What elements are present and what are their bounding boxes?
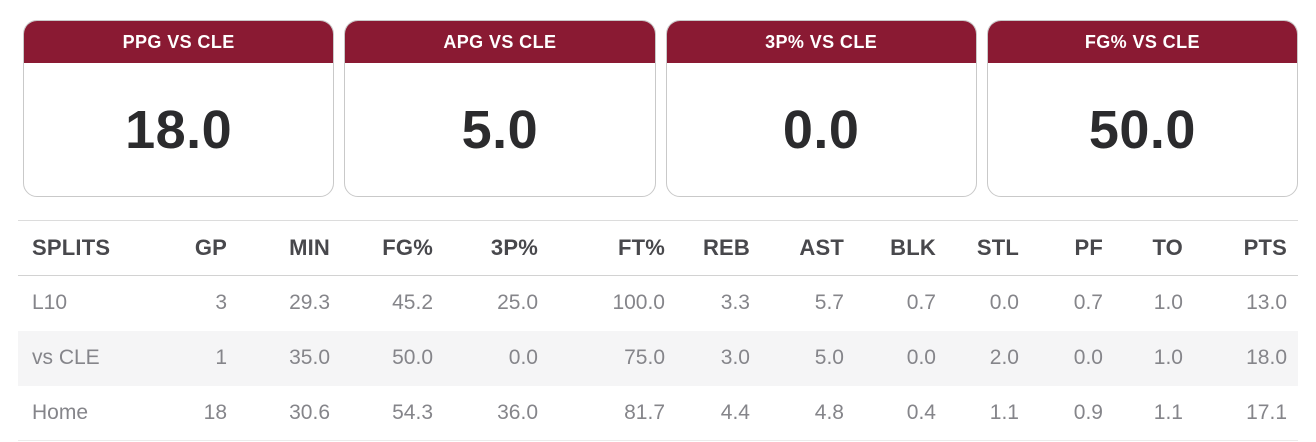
- column-header-pf: PF: [1019, 220, 1103, 276]
- stat-cell: 2.0: [989, 346, 1019, 369]
- stat-card-title: PPG VS CLE: [122, 31, 235, 52]
- column-header-splits: SPLITS: [18, 220, 162, 276]
- row-label: L10: [32, 291, 68, 315]
- stat-cell: 0.0: [508, 346, 538, 369]
- table-row-home: Home 18 30.6 54.3 36.0 81.7 4.4 4.8 0.4 …: [18, 385, 1298, 441]
- stat-card-header: PPG VS CLE: [24, 21, 334, 63]
- stat-card-header: FG% VS CLE: [987, 21, 1297, 63]
- stat-cell: 30.6: [227, 385, 330, 441]
- stat-cell: 13.0: [1246, 291, 1287, 315]
- stat-cell: 1: [215, 346, 227, 369]
- stat-cell: 17.1: [1183, 385, 1298, 441]
- stat-cell: 54.3: [330, 385, 433, 441]
- stat-cell: 18.0: [1246, 346, 1287, 369]
- column-header-to: TO: [1103, 220, 1183, 276]
- stat-card-header: 3P% VS CLE: [666, 21, 976, 63]
- stat-cell: 100.0: [612, 291, 665, 315]
- splits-table: SPLITS GP MIN FG% 3P% FT% REB AST BLK ST…: [18, 220, 1298, 441]
- stat-cell: 3.0: [720, 346, 750, 369]
- stat-cell: 0.4: [844, 385, 936, 441]
- stat-cell: 4.8: [750, 385, 844, 441]
- stat-card-title: 3P% VS CLE: [765, 31, 878, 52]
- stat-card-3pct: 3P% VS CLE 0.0: [665, 20, 977, 197]
- header-row: SPLITS GP MIN FG% 3P% FT% REB AST BLK ST…: [18, 220, 1298, 276]
- stat-cell: 1.0: [1153, 291, 1183, 315]
- stat-card-header: APG VS CLE: [345, 21, 655, 63]
- table-row-l10: L10 3 29.3 45.2 25.0 100.0 3.3 5.7 0.7 0…: [18, 276, 1298, 331]
- stat-card-value: 18.0: [125, 99, 233, 160]
- stat-cell: 36.0: [433, 385, 538, 441]
- stat-cell: 29.3: [289, 291, 330, 315]
- column-header-3ppct: 3P%: [433, 220, 538, 276]
- stat-cell: 4.4: [665, 385, 750, 441]
- column-header-reb: REB: [665, 220, 750, 276]
- row-label: Home: [18, 385, 162, 441]
- stat-cell: 18: [162, 385, 227, 441]
- column-header-ftpct: FT%: [538, 220, 665, 276]
- splits-table-container: SPLITS GP MIN FG% 3P% FT% REB AST BLK ST…: [18, 220, 1298, 441]
- stat-cell: 1.1: [1103, 385, 1183, 441]
- stat-cell: 35.0: [289, 346, 330, 369]
- stat-cell: 45.2: [392, 291, 433, 315]
- column-header-stl: STL: [936, 220, 1019, 276]
- stat-card-value: 5.0: [461, 99, 539, 160]
- stat-cell: 5.0: [814, 346, 844, 369]
- stat-cell: 0.0: [906, 346, 936, 369]
- stat-card-value: 50.0: [1088, 99, 1196, 160]
- stat-cell: 3: [215, 291, 227, 315]
- column-header-gp: GP: [162, 220, 227, 276]
- stat-cell: 0.7: [906, 291, 936, 315]
- column-header-fgpct: FG%: [330, 220, 433, 276]
- column-header-ast: AST: [750, 220, 844, 276]
- stat-cell: 0.9: [1019, 385, 1103, 441]
- stat-card-value: 0.0: [782, 99, 860, 160]
- stat-cell: 3.3: [720, 291, 750, 315]
- row-label: vs CLE: [32, 346, 100, 369]
- stat-cell: 1.1: [936, 385, 1019, 441]
- stat-card-title: FG% VS CLE: [1084, 31, 1200, 52]
- stat-cell: 5.7: [814, 291, 844, 315]
- stat-cell: 75.0: [624, 346, 665, 369]
- column-header-pts: PTS: [1183, 220, 1298, 276]
- stat-cell: 1.0: [1153, 346, 1183, 369]
- splits-table-header: SPLITS GP MIN FG% 3P% FT% REB AST BLK ST…: [18, 220, 1298, 276]
- stat-card-fgpct: FG% VS CLE 50.0: [986, 20, 1298, 197]
- stat-cell: 0.0: [989, 291, 1019, 315]
- stat-cell: 25.0: [497, 291, 538, 315]
- stat-cell: 81.7: [538, 385, 665, 441]
- stat-cell: 0.0: [1073, 346, 1103, 369]
- stat-card-apg: APG VS CLE 5.0: [344, 20, 656, 197]
- column-header-blk: BLK: [844, 220, 936, 276]
- stat-card-ppg: PPG VS CLE 18.0: [23, 20, 335, 197]
- table-row-vs-cle: vs CLE 1 35.0 50.0 0.0 75.0 3.0 5.0 0.0 …: [18, 330, 1298, 386]
- column-header-min: MIN: [227, 220, 330, 276]
- stat-cell: 50.0: [392, 346, 433, 369]
- stat-cards-row: PPG VS CLE 18.0 APG VS CLE 5.0 3P% VS CL…: [0, 0, 1316, 197]
- stat-cell: 0.7: [1073, 291, 1103, 315]
- stat-card-title: APG VS CLE: [443, 31, 557, 52]
